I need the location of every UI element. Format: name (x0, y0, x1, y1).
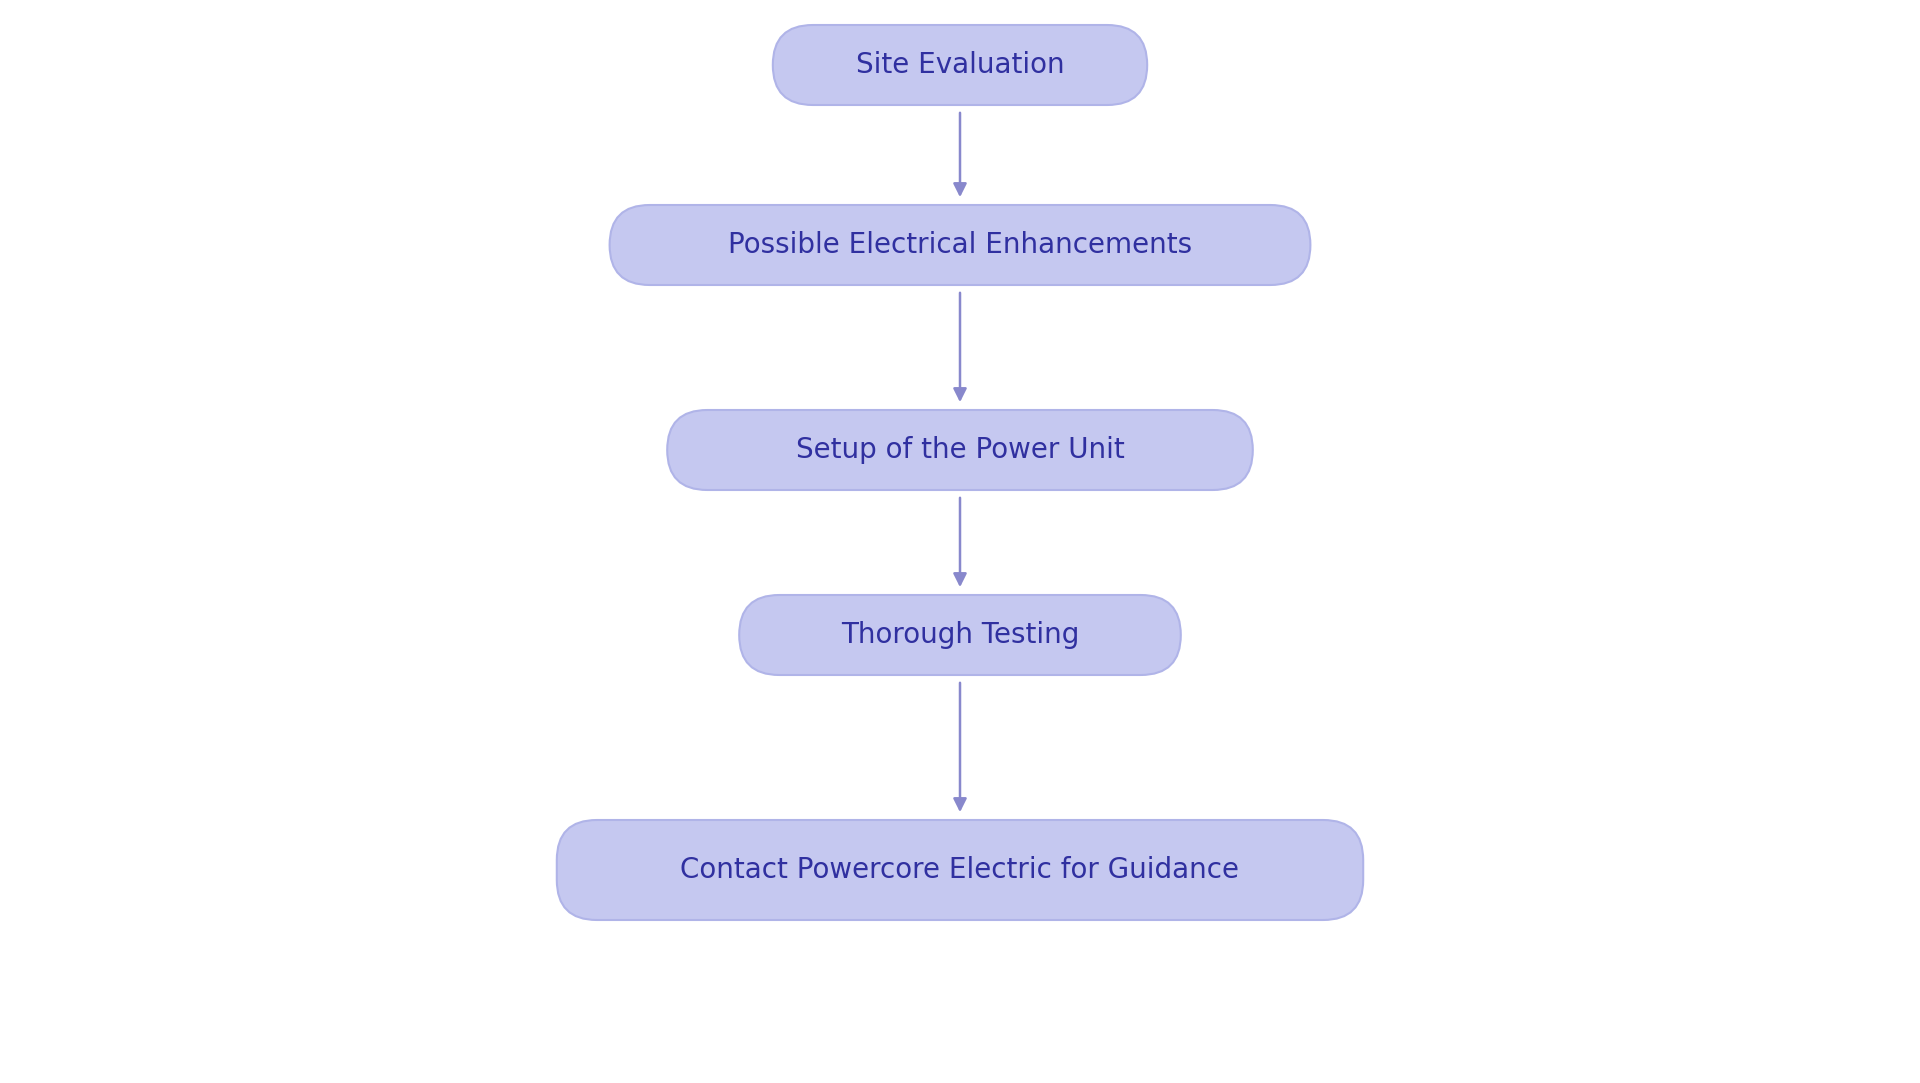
Text: Thorough Testing: Thorough Testing (841, 621, 1079, 649)
FancyBboxPatch shape (668, 410, 1254, 490)
FancyBboxPatch shape (739, 595, 1181, 675)
FancyBboxPatch shape (772, 25, 1148, 105)
Text: Site Evaluation: Site Evaluation (856, 51, 1064, 79)
Text: Contact Powercore Electric for Guidance: Contact Powercore Electric for Guidance (680, 856, 1240, 884)
Text: Possible Electrical Enhancements: Possible Electrical Enhancements (728, 231, 1192, 259)
FancyBboxPatch shape (557, 820, 1363, 919)
Text: Setup of the Power Unit: Setup of the Power Unit (795, 436, 1125, 464)
FancyBboxPatch shape (611, 205, 1309, 285)
